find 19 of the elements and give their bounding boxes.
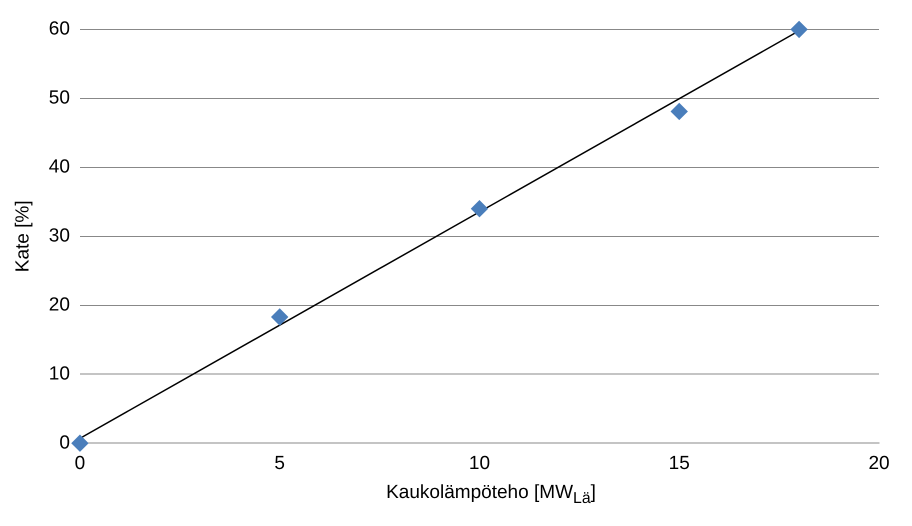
x-tick-label: 5 bbox=[274, 452, 285, 474]
y-axis-title: Kate [%] bbox=[12, 200, 34, 272]
y-tick-label: 40 bbox=[48, 156, 70, 178]
y-tick-label: 10 bbox=[48, 363, 70, 384]
x-tick-label: 10 bbox=[468, 452, 490, 474]
x-tick-label: 20 bbox=[868, 452, 890, 474]
point bbox=[271, 308, 288, 326]
y-tick-label: 50 bbox=[48, 88, 70, 109]
x-axis-title: Kaukolämpöteho [MW$_{Lä}$] bbox=[385, 482, 597, 508]
y-tick-label: 20 bbox=[48, 294, 70, 316]
x-tick-label: 0 bbox=[74, 452, 86, 474]
y-tick-label: 0 bbox=[59, 432, 70, 454]
point bbox=[71, 434, 88, 452]
x-tick-label: 15 bbox=[668, 452, 690, 474]
y-tick-label: 60 bbox=[48, 18, 70, 40]
point bbox=[790, 20, 808, 38]
point bbox=[670, 102, 688, 120]
y-tick-label: 30 bbox=[48, 226, 70, 247]
point bbox=[470, 200, 488, 218]
